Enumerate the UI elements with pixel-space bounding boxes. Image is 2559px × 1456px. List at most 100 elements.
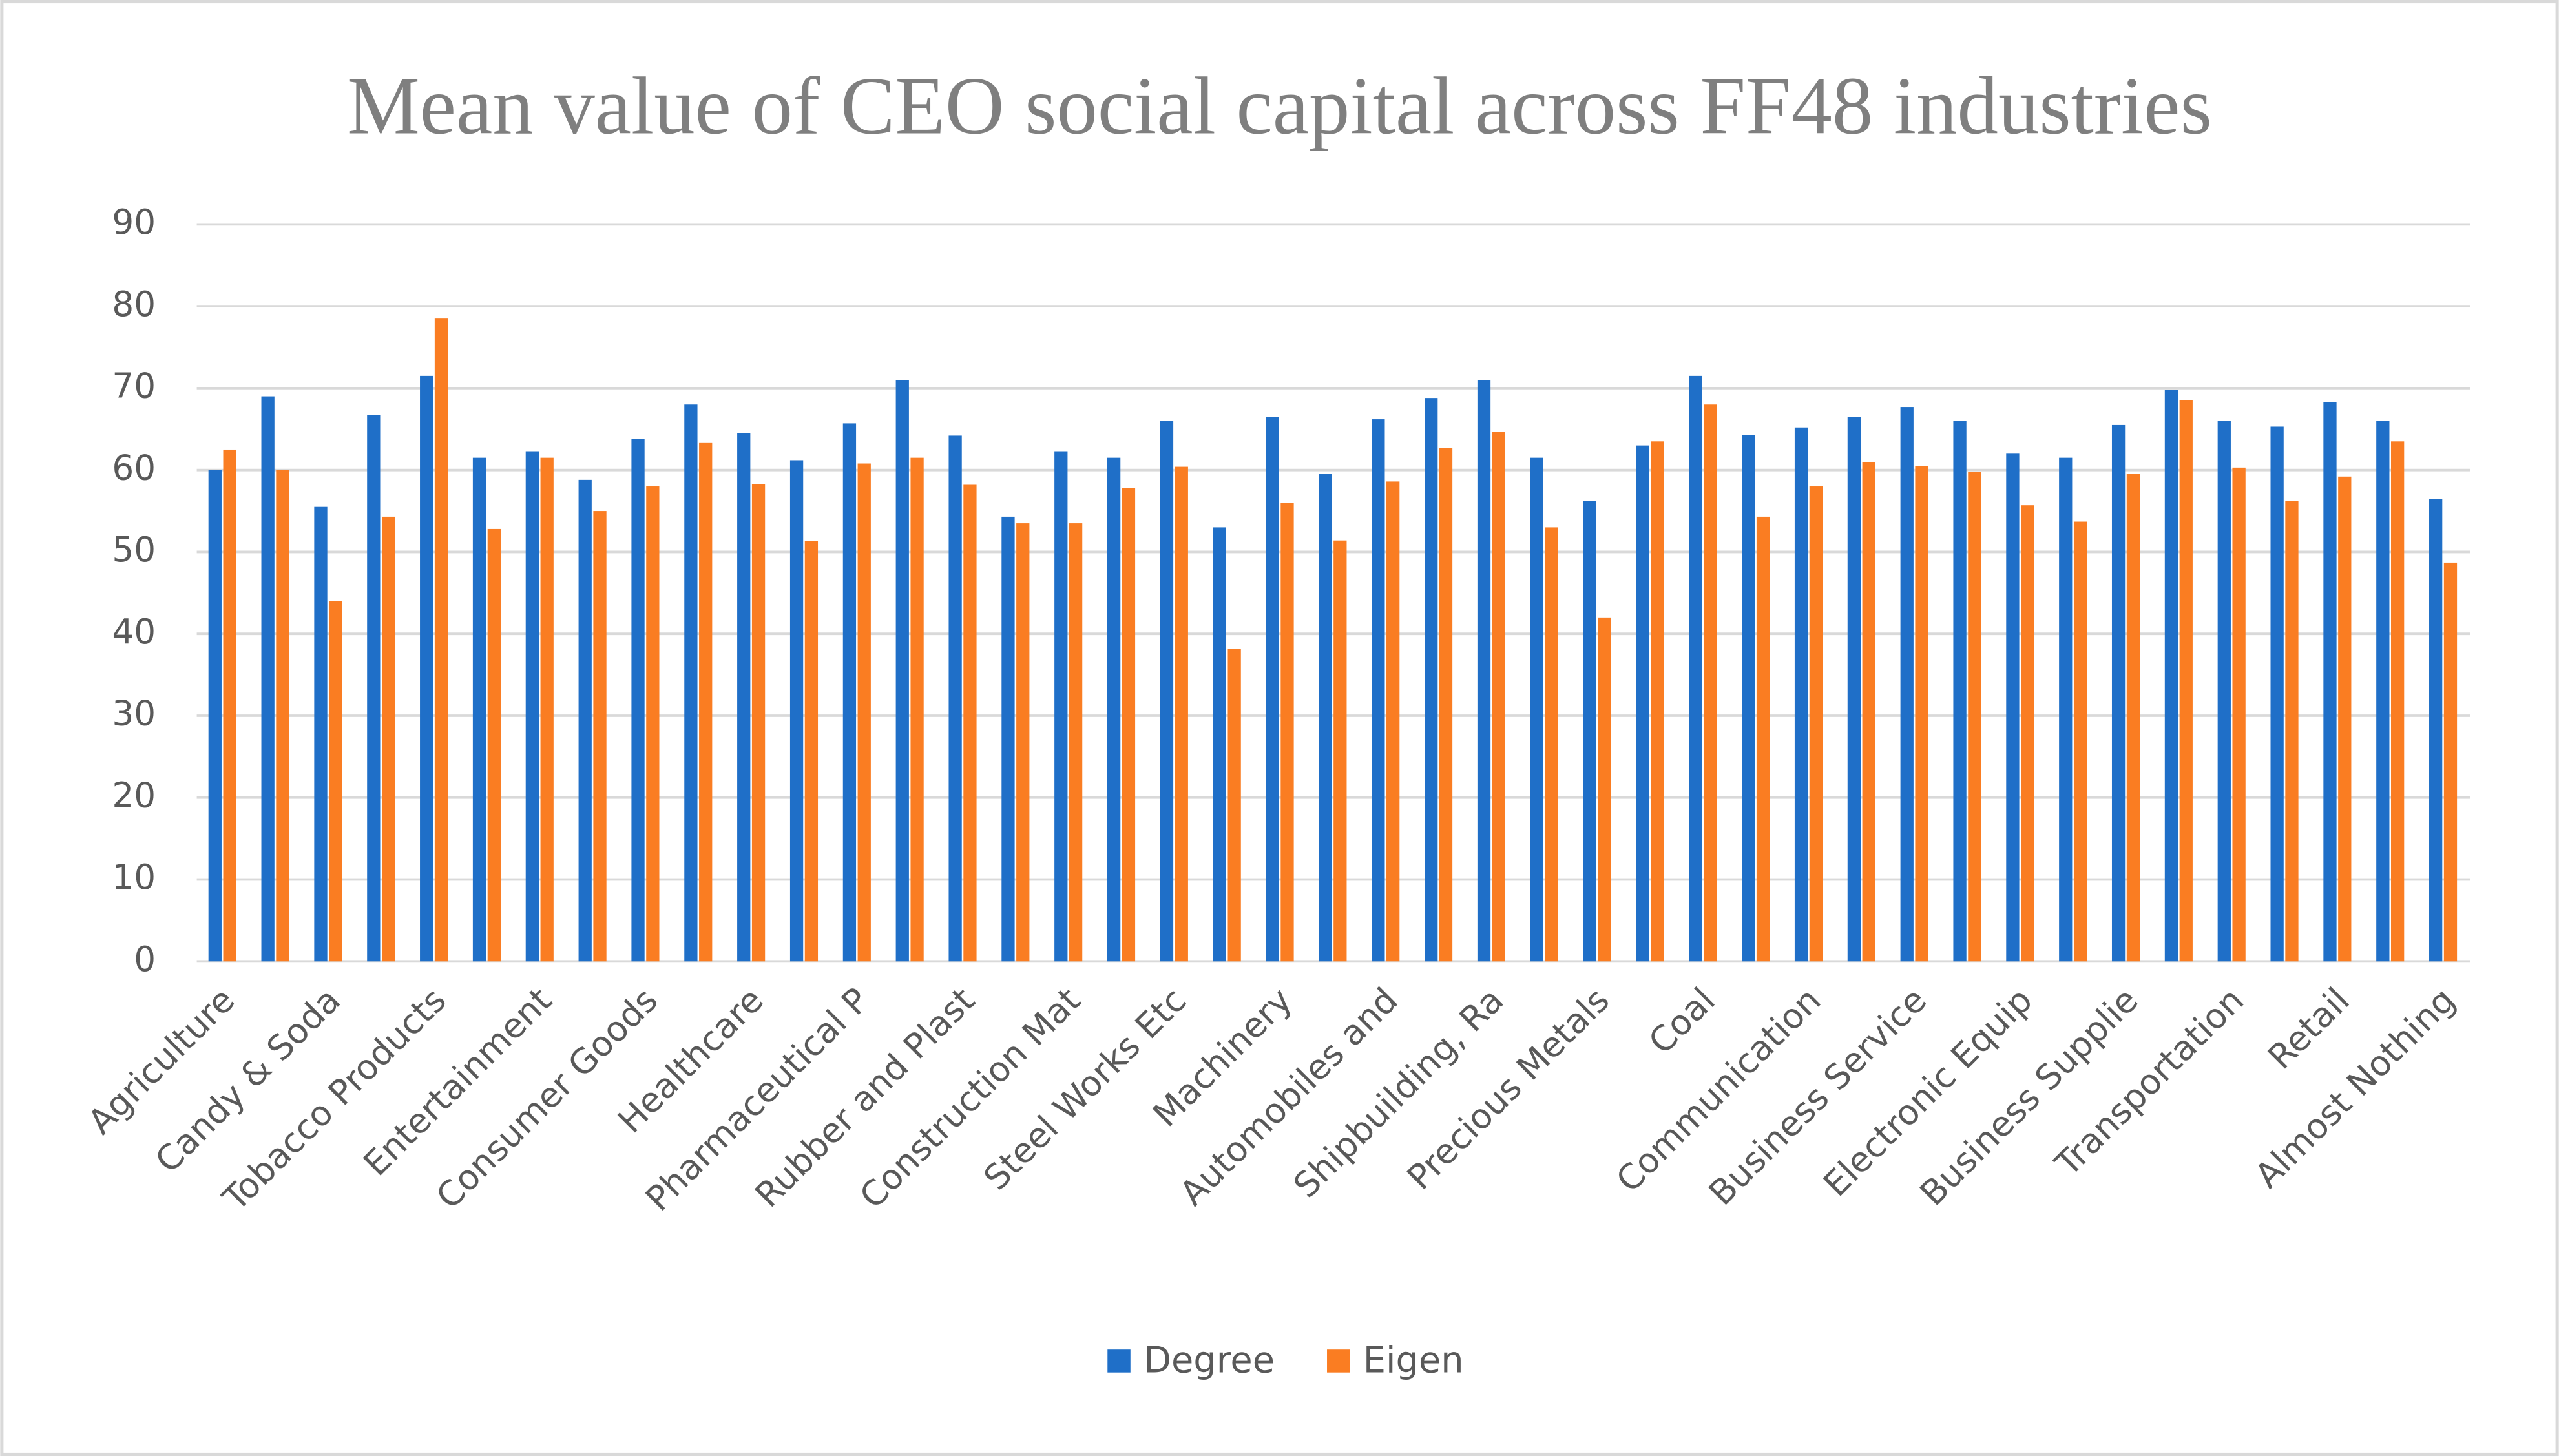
bar [646, 486, 660, 962]
bar [2443, 562, 2458, 962]
bar [1953, 421, 1967, 962]
bar [737, 433, 751, 962]
y-tick-label: 20 [112, 775, 156, 815]
bar [1333, 540, 1347, 962]
bar [1862, 461, 1875, 962]
legend-swatch [1107, 1349, 1131, 1373]
bar [948, 435, 962, 962]
bar [1372, 419, 1385, 962]
bar [434, 318, 448, 962]
bar [2164, 390, 2178, 962]
bar [842, 423, 857, 962]
y-tick-label: 0 [134, 939, 156, 979]
y-tick-label: 80 [112, 284, 156, 324]
bar [2217, 421, 2231, 962]
bar [1227, 649, 1241, 962]
bar [1319, 474, 1332, 962]
bar [1439, 448, 1453, 962]
bar [1122, 488, 1136, 962]
bar [2073, 521, 2087, 962]
bar [1107, 457, 1121, 962]
bar [963, 484, 977, 962]
bar [329, 601, 342, 962]
y-tick-label: 30 [112, 694, 156, 734]
bar [1847, 417, 1861, 962]
bar [367, 415, 381, 962]
bar [910, 457, 924, 962]
bar [2323, 402, 2337, 962]
bar [684, 404, 698, 962]
bar [2179, 400, 2193, 962]
bar [1968, 472, 1981, 962]
bar [1386, 481, 1400, 962]
bar [1651, 441, 1664, 962]
bar [1545, 527, 1558, 962]
bar [487, 528, 501, 962]
legend-label: Eigen [1363, 1340, 1464, 1382]
bar [2021, 505, 2034, 962]
bar [1016, 523, 1030, 962]
bar [1492, 432, 1505, 962]
bar [1704, 404, 1717, 962]
bar [2285, 501, 2299, 962]
y-tick-label: 70 [112, 366, 156, 406]
y-tick-label: 10 [112, 857, 156, 897]
bar [857, 463, 871, 962]
bar [2126, 474, 2140, 962]
bar [540, 457, 554, 962]
y-tick-label: 40 [112, 612, 156, 652]
bar [2232, 467, 2246, 962]
bar [2059, 457, 2073, 962]
y-tick-label: 60 [112, 448, 156, 488]
bar [261, 396, 275, 962]
bar [1001, 516, 1015, 962]
bar [1160, 421, 1174, 962]
bar [525, 451, 539, 962]
bar [1213, 527, 1226, 962]
bar [1266, 417, 1279, 962]
legend-label: Degree [1144, 1340, 1275, 1382]
bar [1425, 398, 1438, 962]
legend-swatch [1327, 1349, 1350, 1373]
bar [382, 516, 395, 962]
bar [1583, 501, 1596, 962]
bar [1054, 451, 1068, 962]
bar [1069, 523, 1083, 962]
bar [699, 442, 713, 962]
bar [1756, 516, 1770, 962]
bar [2338, 476, 2352, 962]
bar [1530, 457, 1543, 962]
bar [223, 449, 236, 962]
bar [1900, 407, 1914, 962]
bar [1636, 445, 1649, 962]
y-tick-label: 90 [112, 202, 156, 242]
bar [895, 380, 909, 962]
bar [1809, 486, 1823, 962]
bar [1280, 503, 1294, 962]
bar [1175, 466, 1188, 962]
bar [751, 484, 766, 962]
bar [631, 439, 645, 962]
bar [804, 541, 819, 962]
bar [2376, 421, 2390, 962]
bar [276, 470, 289, 962]
bar [1915, 466, 1928, 962]
bar [2270, 426, 2284, 962]
bar [1742, 435, 1755, 962]
bar [420, 375, 433, 962]
bar [789, 460, 804, 962]
bar [2111, 424, 2126, 962]
y-tick-label: 50 [112, 530, 156, 570]
bar [1689, 375, 1702, 962]
bar [1598, 617, 1611, 962]
bar [2429, 499, 2443, 962]
bar [2390, 441, 2405, 962]
bar [2006, 453, 2020, 962]
chart-title: Mean value of CEO social capital across … [347, 61, 2212, 152]
bar [593, 511, 607, 962]
bar [208, 470, 222, 962]
bar [314, 506, 328, 962]
bar [578, 479, 592, 962]
bar [472, 457, 486, 962]
